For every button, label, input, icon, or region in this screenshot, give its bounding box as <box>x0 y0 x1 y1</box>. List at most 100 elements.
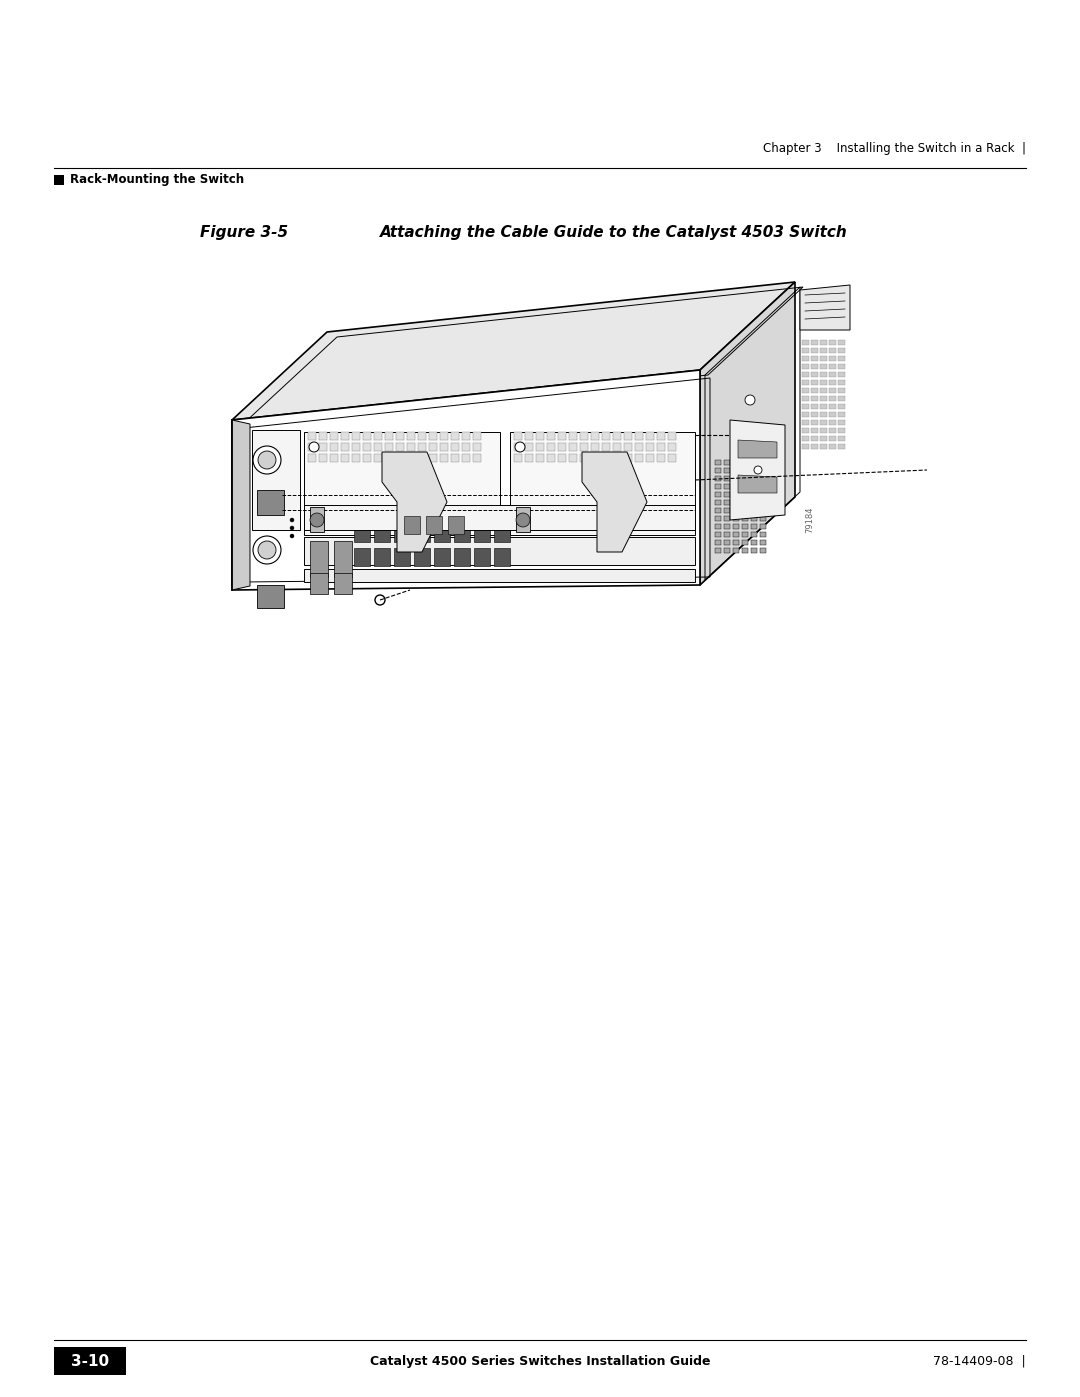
Bar <box>820 420 827 425</box>
Circle shape <box>375 595 384 605</box>
Bar <box>838 420 845 425</box>
Polygon shape <box>730 420 785 520</box>
Bar <box>363 454 372 462</box>
Bar <box>829 427 836 433</box>
Bar <box>724 492 730 497</box>
Bar <box>742 541 748 545</box>
Bar <box>374 548 390 566</box>
Bar <box>657 454 665 462</box>
Bar <box>820 404 827 409</box>
Bar <box>613 443 621 451</box>
Bar <box>462 454 470 462</box>
Bar <box>646 454 654 462</box>
Bar <box>536 443 544 451</box>
Bar <box>310 573 328 594</box>
Bar <box>820 427 827 433</box>
Bar <box>715 509 721 513</box>
Bar <box>751 500 757 504</box>
Bar <box>760 532 766 536</box>
Bar <box>742 476 748 481</box>
Bar <box>829 420 836 425</box>
Bar <box>838 388 845 393</box>
Bar <box>829 436 836 441</box>
Bar <box>352 443 360 451</box>
Bar <box>303 569 696 583</box>
Bar <box>820 388 827 393</box>
Bar <box>54 175 64 184</box>
Bar <box>733 492 739 497</box>
Bar <box>54 1347 126 1375</box>
Bar <box>434 524 450 542</box>
Bar <box>536 454 544 462</box>
Bar <box>820 339 827 345</box>
Text: Attaching the Cable Guide to the Catalyst 4503 Switch: Attaching the Cable Guide to the Catalys… <box>380 225 848 240</box>
Bar <box>657 432 665 440</box>
Bar <box>510 432 696 535</box>
Bar <box>715 515 721 521</box>
Bar <box>646 443 654 451</box>
Bar <box>742 500 748 504</box>
Bar <box>558 443 566 451</box>
Polygon shape <box>700 282 795 585</box>
Bar <box>724 476 730 481</box>
Bar <box>494 548 510 566</box>
Bar <box>733 468 739 474</box>
Bar <box>536 432 544 440</box>
Bar <box>724 468 730 474</box>
Bar <box>838 339 845 345</box>
Bar <box>635 443 643 451</box>
Bar <box>624 443 632 451</box>
Bar <box>525 432 534 440</box>
Bar <box>733 548 739 553</box>
Bar <box>613 454 621 462</box>
Bar <box>820 380 827 386</box>
Bar <box>733 476 739 481</box>
Bar <box>724 548 730 553</box>
Bar <box>396 443 404 451</box>
Bar <box>829 412 836 416</box>
Bar <box>802 388 809 393</box>
Bar <box>760 500 766 504</box>
Circle shape <box>291 534 294 538</box>
Polygon shape <box>257 490 284 515</box>
Bar <box>838 365 845 369</box>
Bar <box>724 483 730 489</box>
Bar <box>715 524 721 529</box>
Bar <box>811 436 818 441</box>
Bar <box>525 443 534 451</box>
Bar <box>407 443 415 451</box>
Bar <box>715 548 721 553</box>
Bar <box>473 443 481 451</box>
Bar <box>811 372 818 377</box>
Circle shape <box>745 395 755 405</box>
Bar <box>715 492 721 497</box>
Bar <box>308 443 316 451</box>
Bar <box>569 432 577 440</box>
Bar <box>363 443 372 451</box>
Bar <box>733 541 739 545</box>
Bar <box>724 460 730 465</box>
Bar <box>414 524 430 542</box>
Bar <box>429 443 437 451</box>
Bar <box>418 432 426 440</box>
Bar <box>418 443 426 451</box>
Polygon shape <box>232 370 700 590</box>
Circle shape <box>515 441 525 453</box>
Bar <box>811 404 818 409</box>
Polygon shape <box>382 453 447 552</box>
Bar <box>354 524 370 542</box>
Bar <box>426 515 442 534</box>
Bar <box>602 432 610 440</box>
Bar <box>319 432 327 440</box>
Bar <box>838 348 845 353</box>
Bar <box>829 395 836 401</box>
Circle shape <box>745 425 755 434</box>
Bar <box>733 500 739 504</box>
Bar <box>742 460 748 465</box>
Bar <box>811 348 818 353</box>
Bar <box>308 432 316 440</box>
Bar <box>546 443 555 451</box>
Bar <box>440 432 448 440</box>
Bar <box>374 524 390 542</box>
Circle shape <box>291 527 294 529</box>
